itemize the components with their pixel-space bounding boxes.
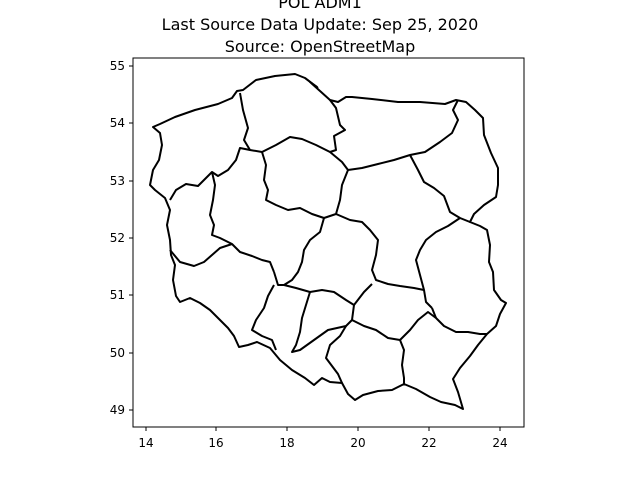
svg-text:24: 24 — [492, 436, 507, 450]
y-tick: 50 — [110, 346, 133, 360]
region-boundary — [325, 325, 347, 384]
region-boundary — [291, 291, 355, 353]
map-title: POL ADM1 — [278, 0, 362, 12]
svg-text:18: 18 — [279, 436, 294, 450]
y-axis: 55 54 53 52 51 50 49 — [110, 59, 133, 417]
x-tick: 16 — [208, 427, 224, 450]
region-boundary — [261, 151, 349, 219]
axes-frame — [132, 57, 525, 428]
region-boundary — [415, 217, 461, 309]
region-boundary — [409, 154, 471, 223]
y-tick: 53 — [110, 174, 133, 188]
region-boundary — [239, 92, 346, 153]
title-block: POL ADM1 Last Source Data Update: Sep 25… — [0, 0, 640, 58]
map-subtitle: Last Source Data Update: Sep 25, 2020 — [161, 15, 479, 34]
x-tick: 22 — [421, 427, 437, 450]
svg-text:14: 14 — [138, 436, 153, 450]
region-boundary — [347, 99, 459, 171]
svg-text:16: 16 — [208, 436, 223, 450]
x-tick: 20 — [350, 427, 366, 450]
x-tick: 18 — [279, 427, 295, 450]
region-boundary — [251, 284, 277, 351]
y-tick: 51 — [110, 288, 133, 302]
svg-text:22: 22 — [421, 436, 436, 450]
svg-text:20: 20 — [350, 436, 365, 450]
y-tick: 55 — [110, 59, 133, 73]
y-tick: 54 — [110, 116, 133, 130]
svg-text:54: 54 — [110, 116, 125, 130]
svg-text:52: 52 — [110, 231, 125, 245]
region-boundary — [351, 319, 405, 384]
x-axis: 14 16 18 20 22 24 — [138, 427, 508, 450]
svg-text:55: 55 — [110, 59, 125, 73]
region-boundary — [283, 217, 325, 286]
country-boundary — [149, 73, 507, 410]
region-boundary — [431, 307, 437, 319]
region-boundary — [335, 213, 425, 291]
y-tick: 52 — [110, 231, 133, 245]
region-boundary — [209, 171, 275, 273]
country-outline — [149, 73, 507, 410]
region-boundary — [169, 243, 233, 267]
svg-text:51: 51 — [110, 288, 125, 302]
region-boundary — [169, 147, 251, 201]
region-boundary — [273, 271, 373, 306]
svg-text:53: 53 — [110, 174, 125, 188]
svg-text:50: 50 — [110, 346, 125, 360]
map-source: Source: OpenStreetMap — [224, 37, 416, 56]
peninsula-line — [304, 77, 319, 89]
x-tick: 24 — [492, 427, 508, 450]
region-boundary — [399, 311, 487, 341]
y-tick: 49 — [110, 403, 133, 417]
x-tick: 14 — [138, 427, 154, 450]
svg-text:49: 49 — [110, 403, 125, 417]
